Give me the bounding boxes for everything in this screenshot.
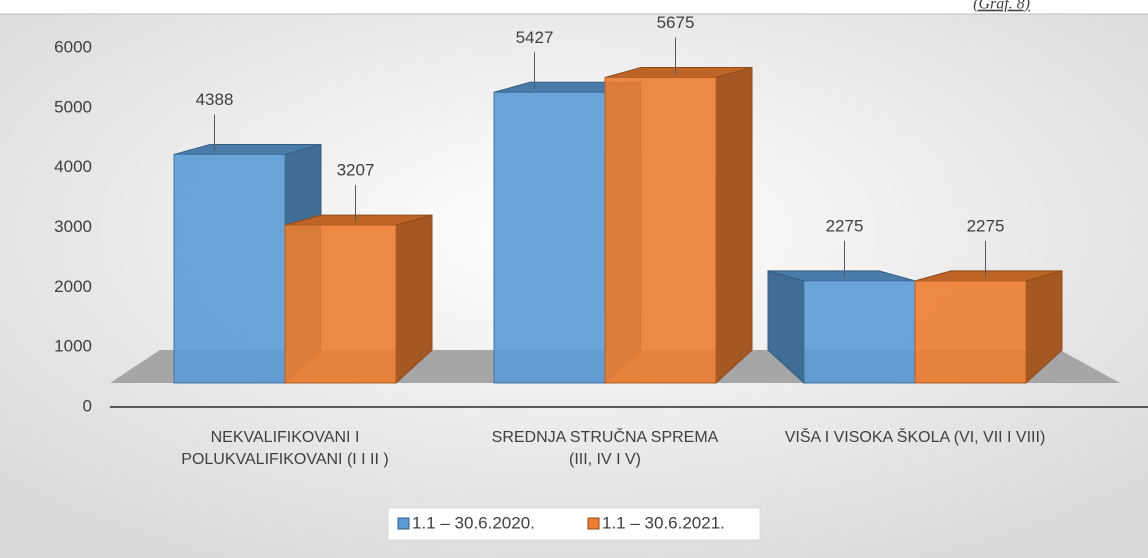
bar: 3207	[284, 161, 433, 385]
data-label: 4388	[196, 90, 234, 109]
x-tick-label: NEKVALIFIKOVANI I POLUKVALIFIKOVANI (I I…	[181, 429, 389, 468]
legend-label: 1.1 – 30.6.2020.	[412, 513, 535, 532]
legend-swatch	[587, 517, 600, 530]
legend-label: 1.1 – 30.6.2021.	[602, 513, 725, 532]
bar-front	[914, 280, 1027, 384]
bar: 4388	[173, 90, 322, 385]
legend-box	[387, 507, 761, 541]
bar-front	[803, 280, 916, 384]
legend-swatch	[397, 517, 410, 530]
data-label: 3207	[337, 161, 375, 180]
data-label: 2275	[826, 216, 864, 235]
y-tick-label: 5000	[54, 97, 92, 116]
data-label: 2275	[967, 216, 1005, 235]
x-tick-label: VIŠA I VISOKA ŠKOLA (VI, VII I VIII)	[784, 429, 1046, 446]
bar: 5675	[604, 13, 753, 385]
y-tick-label: 2000	[54, 277, 92, 296]
bar-side	[715, 66, 753, 385]
bar-front	[173, 153, 286, 384]
bar: 2275	[767, 216, 916, 385]
y-tick-label: 0	[83, 396, 92, 415]
bar: 2275	[914, 216, 1063, 385]
data-label: 5427	[516, 28, 554, 47]
x-tick-label: SREDNJA STRUČNA SPREMA (III, IV I V)	[491, 429, 719, 468]
y-tick-label: 6000	[54, 37, 92, 56]
bar-front	[493, 91, 606, 384]
annotation: (Graf. 8)	[973, 0, 1030, 13]
y-tick-label: 1000	[54, 337, 92, 356]
y-tick-label: 4000	[54, 157, 92, 176]
data-label: 5675	[657, 13, 695, 32]
y-tick-label: 3000	[54, 217, 92, 236]
bar-front	[284, 224, 397, 384]
bar-front	[604, 76, 717, 384]
